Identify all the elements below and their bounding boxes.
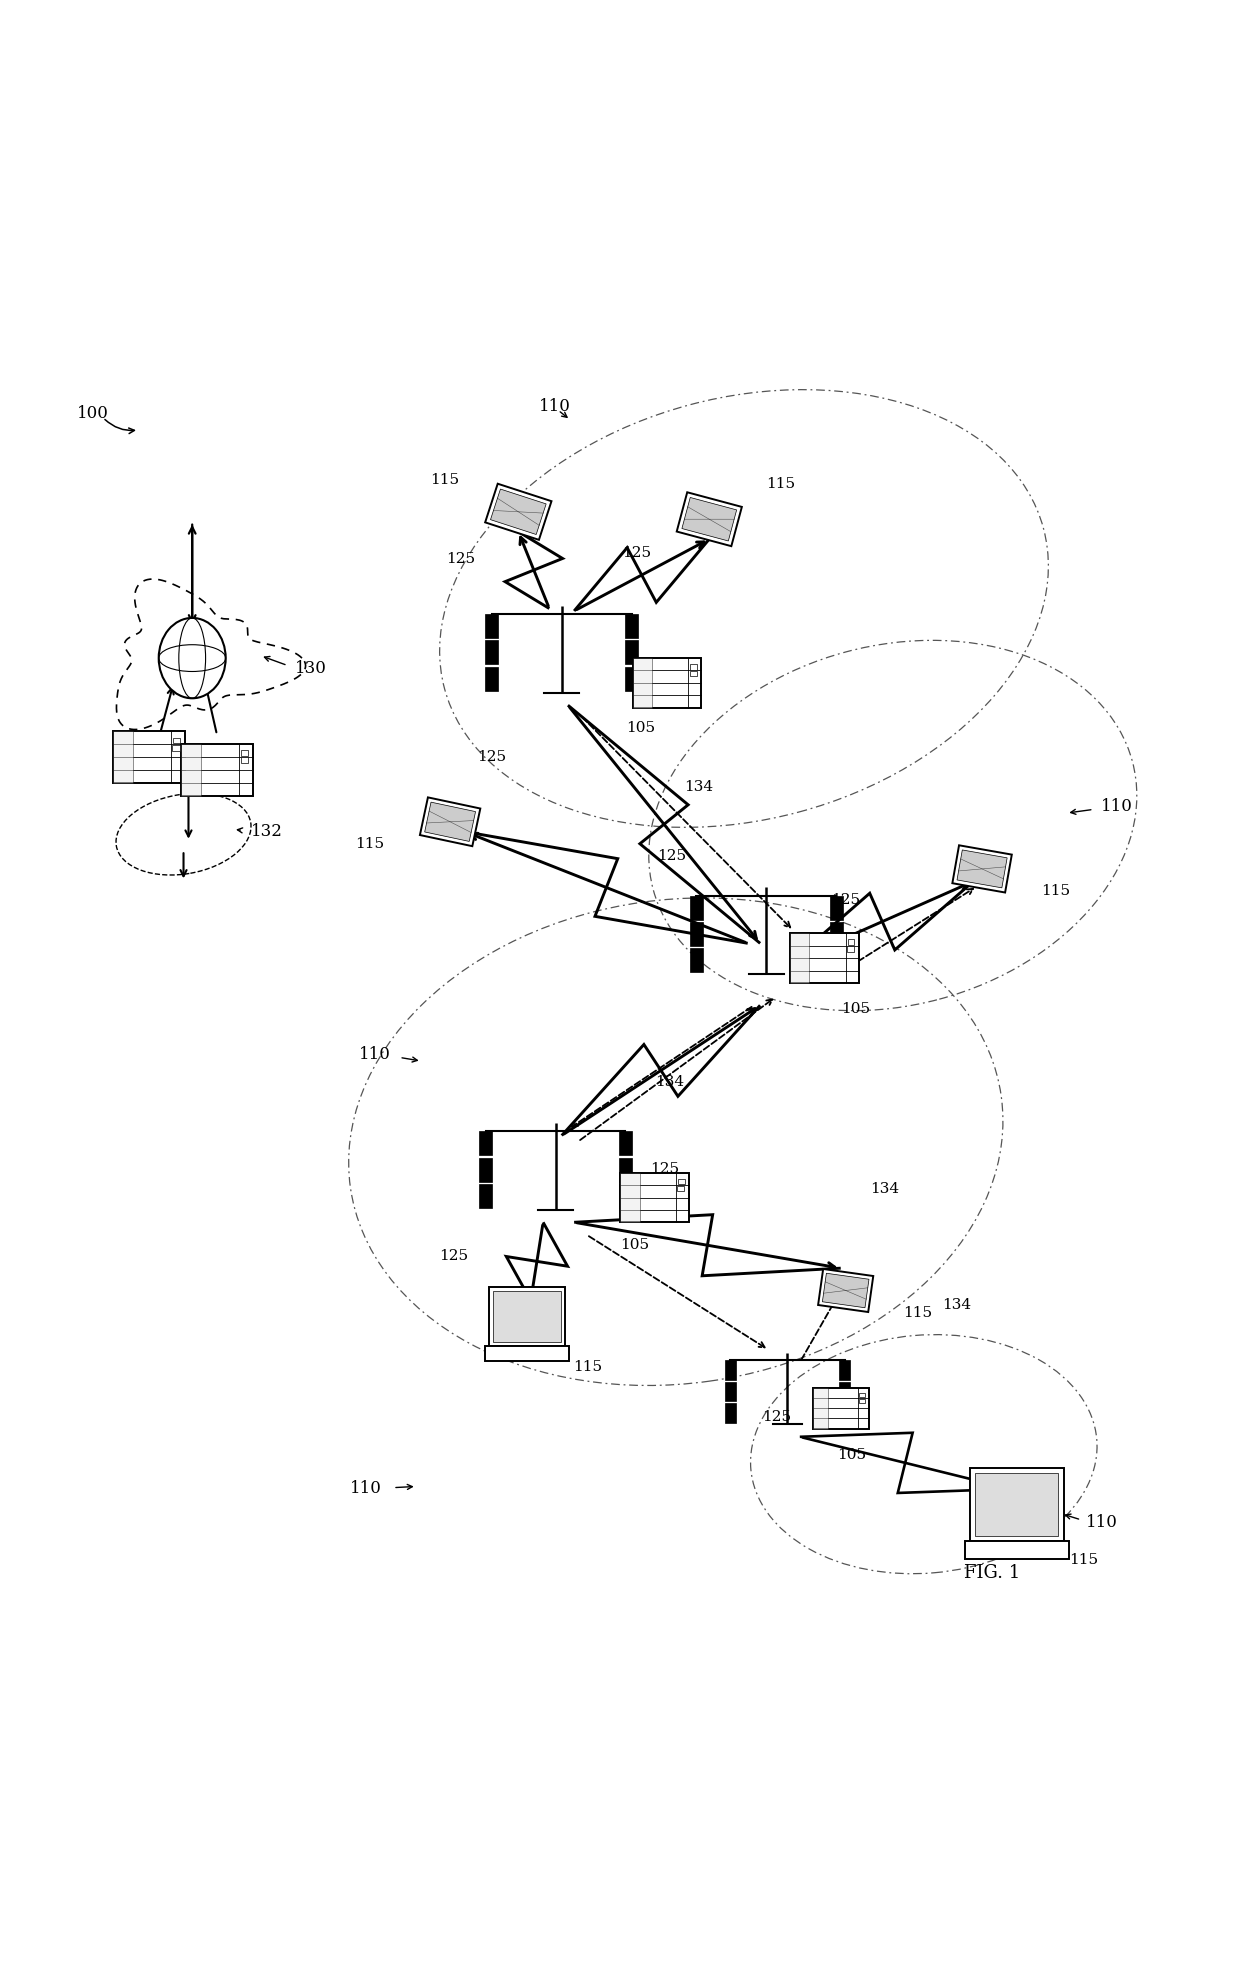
Bar — [625, 667, 639, 690]
Text: 125: 125 — [440, 1249, 469, 1263]
Text: 134: 134 — [870, 1182, 899, 1196]
Bar — [172, 745, 180, 751]
Bar — [479, 1131, 492, 1155]
Bar — [620, 1173, 640, 1222]
Text: 134: 134 — [942, 1298, 971, 1312]
Bar — [632, 659, 652, 708]
Bar — [620, 1173, 689, 1222]
Text: 105: 105 — [841, 1002, 869, 1016]
Bar — [725, 1383, 735, 1402]
Bar — [619, 1184, 632, 1208]
Bar — [677, 1179, 684, 1184]
Text: 125: 125 — [477, 751, 506, 765]
Bar — [859, 1398, 864, 1402]
Text: 125: 125 — [622, 545, 651, 559]
Text: 115: 115 — [1069, 1553, 1097, 1567]
Text: 125: 125 — [446, 551, 475, 567]
Text: 110: 110 — [358, 1047, 391, 1063]
Bar — [689, 922, 703, 945]
Text: 110: 110 — [350, 1481, 382, 1498]
Polygon shape — [952, 845, 1012, 892]
Bar — [965, 1541, 1069, 1559]
Bar — [619, 1157, 632, 1182]
Text: 125: 125 — [650, 1163, 678, 1177]
Bar — [725, 1361, 735, 1381]
Bar — [479, 1157, 492, 1182]
Bar — [859, 1392, 866, 1398]
Polygon shape — [424, 802, 476, 841]
Bar — [113, 731, 133, 782]
Text: 125: 125 — [657, 849, 686, 863]
Text: 110: 110 — [539, 398, 572, 416]
Polygon shape — [491, 488, 546, 535]
Text: 105: 105 — [626, 720, 655, 735]
Ellipse shape — [159, 618, 226, 698]
Bar — [485, 614, 498, 637]
Bar — [485, 667, 498, 690]
Text: 100: 100 — [77, 406, 109, 422]
Bar — [619, 1131, 632, 1155]
Bar — [625, 614, 639, 637]
Bar — [839, 1402, 849, 1422]
Polygon shape — [420, 798, 480, 847]
Bar — [970, 1469, 1064, 1541]
Bar — [689, 671, 697, 677]
Bar — [172, 737, 180, 743]
Polygon shape — [822, 1273, 869, 1308]
Bar — [812, 1388, 869, 1430]
Text: 110: 110 — [1086, 1514, 1118, 1532]
Text: 115: 115 — [356, 837, 384, 851]
Bar — [689, 896, 703, 920]
Bar — [847, 939, 854, 945]
Text: 115: 115 — [903, 1306, 931, 1320]
Bar — [479, 1184, 492, 1208]
Polygon shape — [957, 849, 1007, 888]
Polygon shape — [485, 484, 552, 539]
Text: 115: 115 — [430, 473, 459, 486]
Text: FIG. 1: FIG. 1 — [963, 1565, 1021, 1583]
Bar — [485, 641, 498, 665]
Text: 132: 132 — [250, 824, 283, 839]
Bar — [975, 1473, 1059, 1535]
Bar — [847, 947, 854, 951]
Polygon shape — [818, 1269, 873, 1312]
Text: 125: 125 — [763, 1410, 791, 1424]
Polygon shape — [682, 498, 737, 541]
Text: 125: 125 — [831, 892, 859, 906]
Bar — [839, 1383, 849, 1402]
Text: 105: 105 — [620, 1237, 649, 1251]
Bar — [725, 1402, 735, 1422]
Bar — [632, 659, 702, 708]
Polygon shape — [677, 492, 742, 547]
Bar — [830, 922, 843, 945]
Text: 115: 115 — [766, 477, 795, 492]
Bar — [241, 751, 248, 755]
Bar — [839, 1361, 849, 1381]
Text: 130: 130 — [295, 659, 327, 677]
Bar — [485, 1347, 569, 1361]
Text: 115: 115 — [1042, 884, 1070, 898]
Text: 110: 110 — [1101, 798, 1133, 816]
Bar — [677, 1186, 684, 1190]
Bar — [181, 743, 201, 796]
Bar — [494, 1292, 560, 1341]
Bar — [689, 665, 697, 669]
Text: 134: 134 — [656, 1075, 684, 1088]
Bar — [181, 743, 253, 796]
Bar — [790, 933, 859, 982]
Bar — [790, 933, 810, 982]
Bar — [489, 1286, 565, 1347]
Text: 115: 115 — [573, 1361, 601, 1375]
Bar — [241, 757, 248, 763]
Bar — [830, 896, 843, 920]
Bar — [625, 641, 639, 665]
Bar — [830, 947, 843, 973]
Bar — [113, 731, 185, 782]
Bar — [689, 947, 703, 973]
Text: 105: 105 — [837, 1449, 866, 1463]
Bar — [812, 1388, 828, 1430]
Text: 134: 134 — [684, 780, 713, 794]
